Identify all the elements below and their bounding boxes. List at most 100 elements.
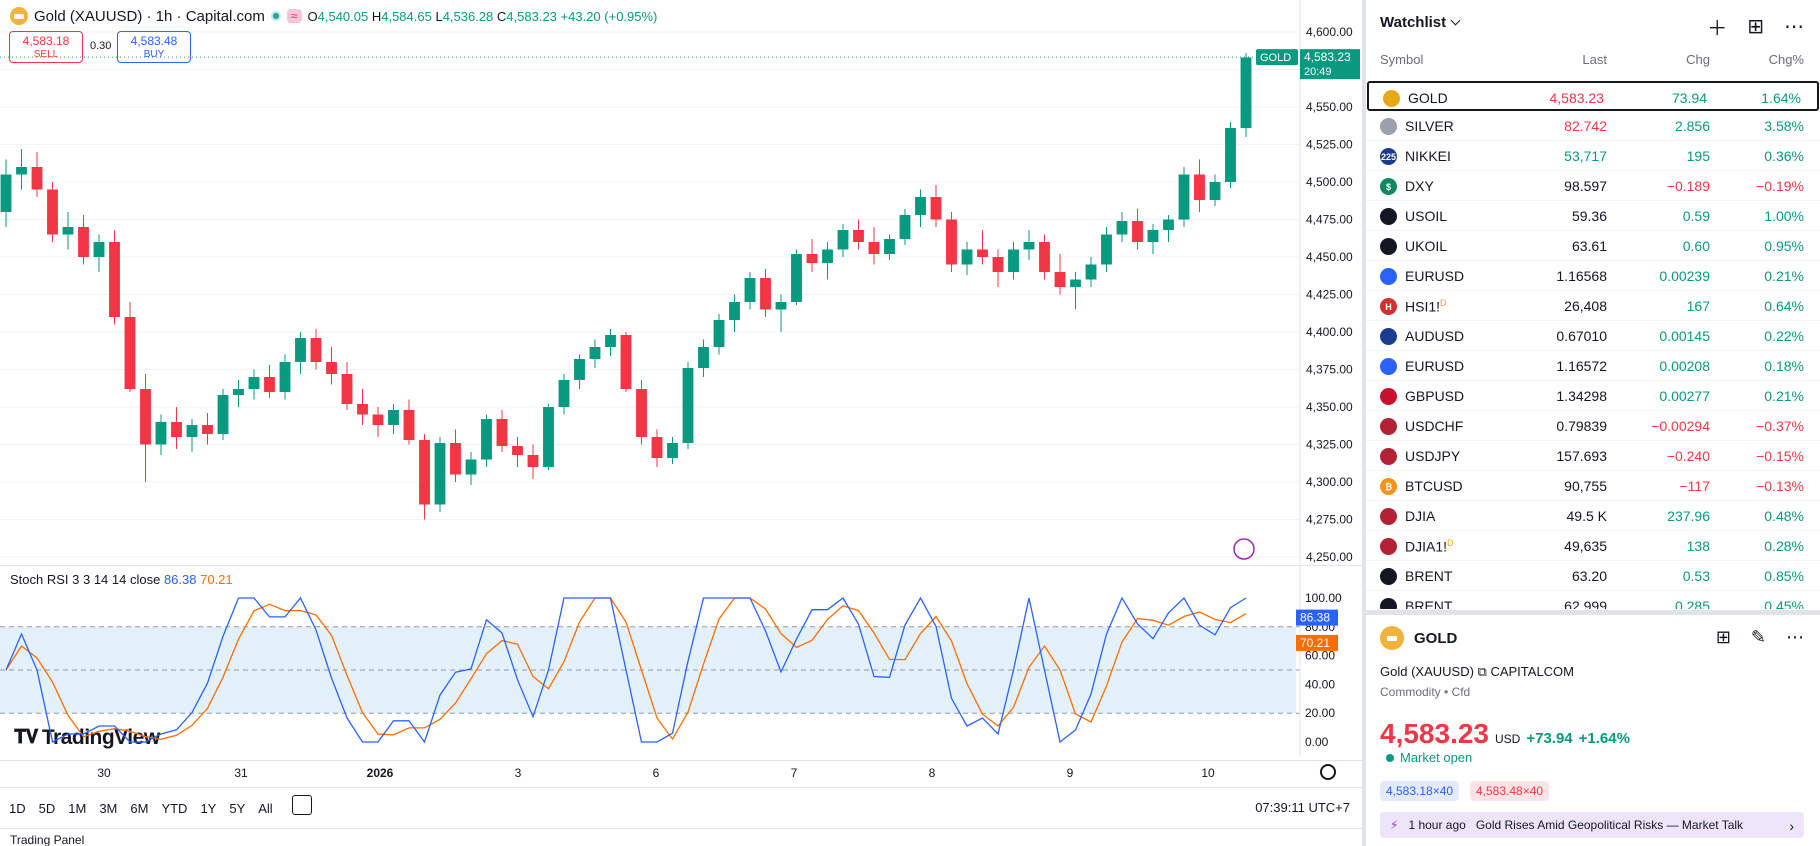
candle-body <box>295 338 306 362</box>
watchlist-last: 49,635 <box>1564 538 1607 554</box>
col-chg-pct[interactable]: Chg% <box>1768 52 1804 67</box>
candle-body <box>899 215 911 239</box>
watchlist-chg: 0.60 <box>1682 238 1710 254</box>
stoch-k-tag-text: 86.38 <box>1300 611 1330 625</box>
sell-button[interactable]: 4,583.18 SELL <box>9 31 83 63</box>
time-axis-label: 10 <box>1201 766 1215 780</box>
dollar-icon: $ <box>1380 178 1397 195</box>
col-chg[interactable]: Chg <box>1686 52 1710 67</box>
watchlist-chg-pct: −0.19% <box>1756 178 1804 194</box>
us-flag-icon <box>1380 538 1397 555</box>
details-change: +73.94 <box>1526 730 1573 747</box>
more-icon[interactable]: ⋯ <box>1786 627 1804 647</box>
watchlist-row[interactable]: GOLD 4,583.23 73.94 1.64% <box>1367 81 1819 111</box>
watchlist-row[interactable]: EURUSD 1.16568 0.00239 0.21% <box>1366 261 1820 291</box>
watchlist-row[interactable]: 225 NIKKEI 53,717 195 0.36% <box>1366 141 1820 171</box>
add-symbol-icon[interactable]: ＋ <box>1707 18 1728 40</box>
price-chart[interactable]: 4,600.004,575.004,550.004,525.004,500.00… <box>0 0 1362 565</box>
panel-divider[interactable] <box>1362 0 1366 846</box>
watchlist-symbol: AUDUSD <box>1405 328 1465 344</box>
candle-body <box>1023 242 1035 250</box>
watchlist-toolbar: ＋ ⊞ ⋯ <box>1707 12 1804 41</box>
watchlist-chg-pct: 3.58% <box>1764 118 1804 134</box>
range-button-ytd[interactable]: YTD <box>161 800 188 816</box>
watchlist-row[interactable]: SILVER 82.742 2.856 3.58% <box>1366 111 1820 141</box>
tv-mark-icon: 𝐓𝐕 <box>14 727 38 748</box>
last-symbol-tag <box>1256 49 1298 66</box>
time-axis[interactable]: 30 31 2026 3 6 7 8 9 10 <box>0 762 1362 784</box>
more-icon[interactable]: ⋯ <box>1784 16 1804 38</box>
watchlist-row[interactable]: UKOIL 63.61 0.60 0.95% <box>1366 231 1820 261</box>
news-item[interactable]: ⚡ 1 hour ago Gold Rises Amid Geopolitica… <box>1380 812 1804 838</box>
watchlist-row[interactable]: USDJPY 157.693 −0.240 −0.15% <box>1366 441 1820 471</box>
clock[interactable]: 07:39:11 UTC+7 <box>1255 800 1350 815</box>
stoch-d-line <box>5 597 1247 741</box>
range-button-all[interactable]: All <box>258 800 273 816</box>
lightning-icon <box>1233 538 1255 560</box>
candle-body <box>884 239 895 254</box>
candle-body <box>744 278 756 302</box>
watchlist-row[interactable]: USDCHF 0.79839 −0.00294 −0.37% <box>1366 411 1820 441</box>
chart-settings-icon[interactable] <box>1320 764 1336 780</box>
range-button-1y[interactable]: 1Y <box>200 800 217 816</box>
watchlist-row[interactable]: USOIL 59.36 0.59 1.00% <box>1366 201 1820 231</box>
market-status-text: Market open <box>1400 750 1473 765</box>
watchlist-row[interactable]: ₿ BTCUSD 90,755 −117 −0.13% <box>1366 471 1820 501</box>
watchlist-row[interactable]: DJIA 49.5 K 237.96 0.48% <box>1366 501 1820 531</box>
range-button-1d[interactable]: 1D <box>9 800 26 816</box>
layout-icon[interactable]: ⊞ <box>1747 16 1764 38</box>
stoch-axis-label: 100.00 <box>1305 591 1342 605</box>
details-name[interactable]: Gold (XAUUSD) <box>1380 664 1474 679</box>
chart-pane[interactable]: 4,600.004,575.004,550.004,525.004,500.00… <box>0 0 1362 846</box>
watchlist-row[interactable]: DJIA1!D 49,635 138 0.28% <box>1366 531 1820 561</box>
silver-icon <box>1380 118 1397 135</box>
us-flag-icon <box>1380 448 1397 465</box>
range-button-3m[interactable]: 3M <box>99 800 118 816</box>
watchlist-row[interactable]: AUDUSD 0.67010 0.00145 0.22% <box>1366 321 1820 351</box>
market-status: Market open <box>1386 750 1472 765</box>
details-separator[interactable] <box>1366 610 1820 615</box>
watchlist-chg: 167 <box>1686 298 1710 314</box>
candle-body <box>977 249 988 257</box>
watchlist-symbol: USDCHF <box>1405 418 1464 434</box>
stoch-d-tag <box>1296 634 1338 651</box>
details-exchange[interactable]: CAPITALCOM <box>1490 664 1575 679</box>
watchlist-chg-pct: 0.36% <box>1764 148 1804 164</box>
bid-pill[interactable]: 4,583.18×40 <box>1380 781 1460 801</box>
watchlist-title[interactable]: Watchlist <box>1380 14 1461 31</box>
watchlist-row[interactable]: GBPUSD 1.34298 0.00277 0.21% <box>1366 381 1820 411</box>
symbol-title[interactable]: Gold (XAUUSD) · 1h · Capital.com <box>34 7 265 25</box>
grid-icon[interactable]: ⊞ <box>1715 627 1731 647</box>
watchlist-row[interactable]: BRENT 62.999 0.285 0.45% <box>1366 591 1820 609</box>
pane-separator[interactable] <box>0 565 1362 566</box>
watchlist-row[interactable]: $ DXY 98.597 −0.189 −0.19% <box>1366 171 1820 201</box>
nikkei-icon: 225 <box>1380 148 1397 165</box>
watchlist-last: 63.61 <box>1571 238 1607 254</box>
external-link-icon[interactable]: ⧉ <box>1477 664 1491 679</box>
ask-pill[interactable]: 4,583.48×40 <box>1470 781 1550 801</box>
watchlist-row[interactable]: H HSI1!D 26,408 167 0.64% <box>1366 291 1820 321</box>
date-range-icon[interactable] <box>292 795 312 815</box>
range-button-5y[interactable]: 5Y <box>229 800 246 816</box>
edit-icon[interactable]: ✎ <box>1750 627 1766 647</box>
buy-button[interactable]: 4,583.48 BUY <box>117 31 191 63</box>
candle-body <box>109 242 120 317</box>
trading-panel-strip[interactable]: Trading Panel <box>0 828 1362 846</box>
col-last[interactable]: Last <box>1582 52 1607 67</box>
watchlist-symbol: BRENT <box>1405 568 1453 584</box>
candle-body <box>589 347 601 359</box>
watchlist-chg-pct: 0.18% <box>1764 358 1804 374</box>
delayed-badge: D <box>1447 538 1454 548</box>
candle-body <box>1178 174 1190 220</box>
wave-badge[interactable]: ≈ <box>286 9 302 23</box>
range-button-6m[interactable]: 6M <box>130 800 149 816</box>
col-symbol[interactable]: Symbol <box>1380 52 1424 67</box>
watchlist-row[interactable]: EURUSD 1.16572 0.00208 0.18% <box>1366 351 1820 381</box>
trading-panel-label[interactable]: Trading Panel <box>10 833 85 846</box>
watchlist-row[interactable]: BRENT 63.20 0.53 0.85% <box>1366 561 1820 591</box>
range-button-1m[interactable]: 1M <box>68 800 87 816</box>
details-symbol[interactable]: GOLD <box>1414 629 1458 647</box>
range-button-5d[interactable]: 5D <box>38 800 56 816</box>
candle-body <box>124 317 136 389</box>
